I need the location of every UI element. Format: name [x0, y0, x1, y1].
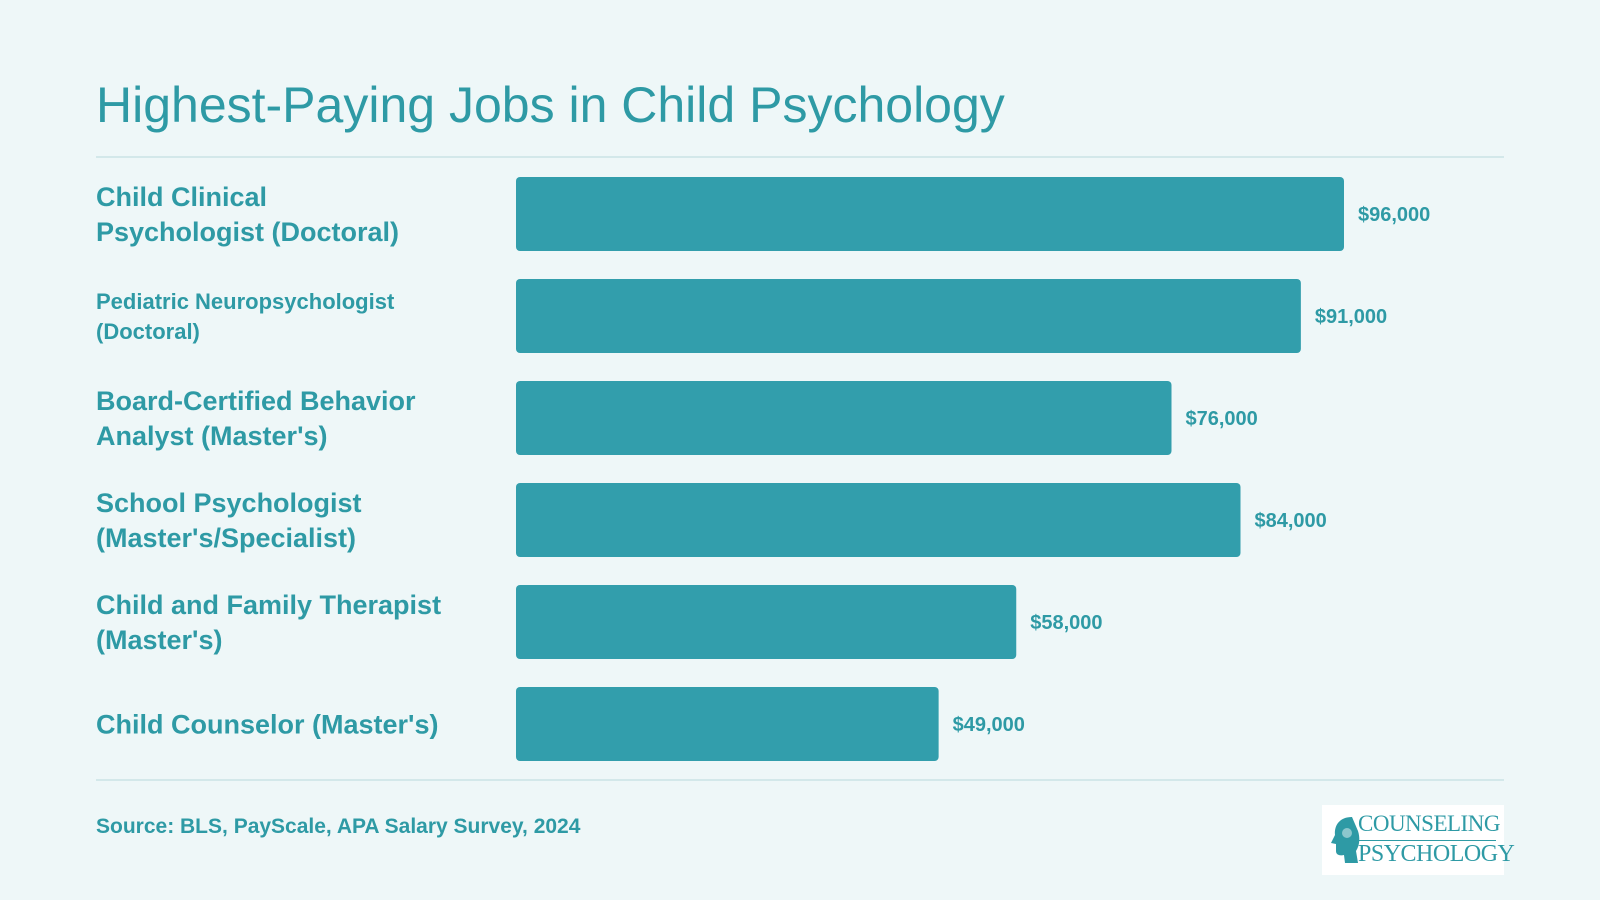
- logo-rule: [1358, 840, 1496, 841]
- bottom-divider: [96, 779, 1504, 781]
- category-label-6: Child Counselor (Master's): [96, 710, 438, 740]
- category-label-4: School Psychologist (Master's/Specialist): [96, 488, 362, 553]
- bar-1: [516, 177, 1344, 251]
- bar-6: [516, 687, 939, 761]
- head-profile-icon: [1331, 817, 1360, 863]
- bar-5: [516, 585, 1017, 659]
- value-label-3: $76,000: [1186, 408, 1258, 430]
- top-divider: [96, 156, 1504, 158]
- value-label-5: $58,000: [1030, 612, 1102, 634]
- chart-title: Highest-Paying Jobs in Child Psychology: [96, 77, 1005, 133]
- category-label-2: Pediatric Neuropsychologist (Doctoral): [96, 289, 395, 344]
- bar-chart: $96,000 Child Clinical Psychologist (Docto…: [96, 177, 1430, 761]
- category-label-3: Board-Certified Behavior Analyst (Master'…: [96, 386, 416, 451]
- value-label-2: $91,000: [1315, 306, 1387, 328]
- bar-2: [516, 279, 1301, 353]
- bar-3: [516, 381, 1172, 455]
- logo-line-2: PSYCHOLOGY: [1358, 841, 1515, 867]
- counseling-psychology-logo: COUNSELING PSYCHOLOGY: [1322, 805, 1515, 875]
- source-note: Source: BLS, PayScale, APA Salary Survey…: [96, 815, 581, 838]
- logo-line-1: COUNSELING: [1358, 811, 1500, 836]
- category-label-5: Child and Family Therapist (Master's): [96, 590, 441, 655]
- value-label-1: $96,000: [1358, 204, 1430, 226]
- value-label-6: $49,000: [953, 714, 1025, 736]
- value-label-4: $84,000: [1255, 510, 1327, 532]
- bar-4: [516, 483, 1241, 557]
- category-label-1: Child Clinical Psychologist (Doctoral): [96, 182, 399, 247]
